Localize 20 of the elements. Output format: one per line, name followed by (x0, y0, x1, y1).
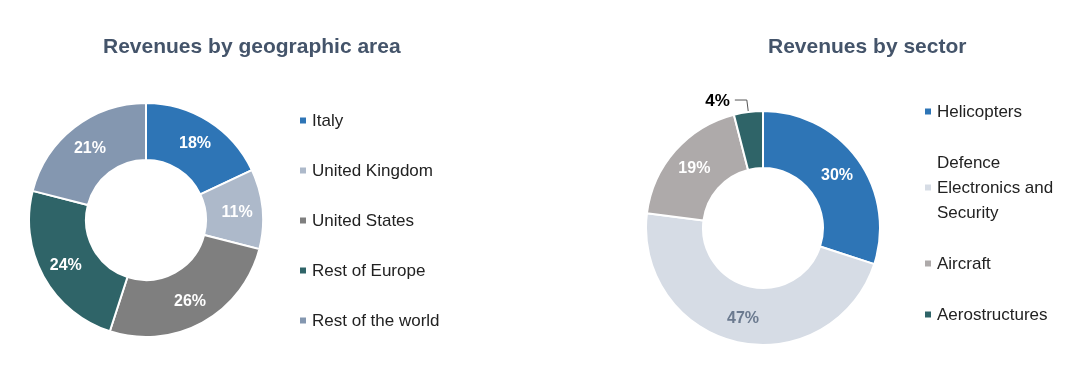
legend-label: Rest of the world (312, 311, 440, 330)
legend-label: Italy (312, 111, 344, 130)
data-label: 18% (179, 134, 212, 152)
data-label: 19% (678, 158, 711, 176)
legend-label: United States (312, 211, 415, 230)
chart-title: Revenues by geographic area (103, 34, 401, 57)
data-label: 30% (821, 165, 854, 183)
legend-label: Defence Electronics and Security (937, 153, 1058, 222)
legend-label: Rest of Europe (312, 261, 426, 280)
data-label: 26% (174, 291, 207, 309)
data-label: 4% (705, 90, 730, 110)
legend-label: Aircraft (937, 254, 992, 273)
legend-label: Helicopters (937, 102, 1023, 121)
data-label: 11% (221, 202, 253, 220)
legend-label: United Kingdom (312, 161, 433, 180)
data-label: 47% (727, 308, 760, 326)
chart-title: Revenues by sector (768, 34, 967, 57)
data-label: 24% (49, 255, 82, 273)
data-label: 21% (73, 139, 106, 157)
legend-label: Aerostructures (937, 305, 1048, 324)
